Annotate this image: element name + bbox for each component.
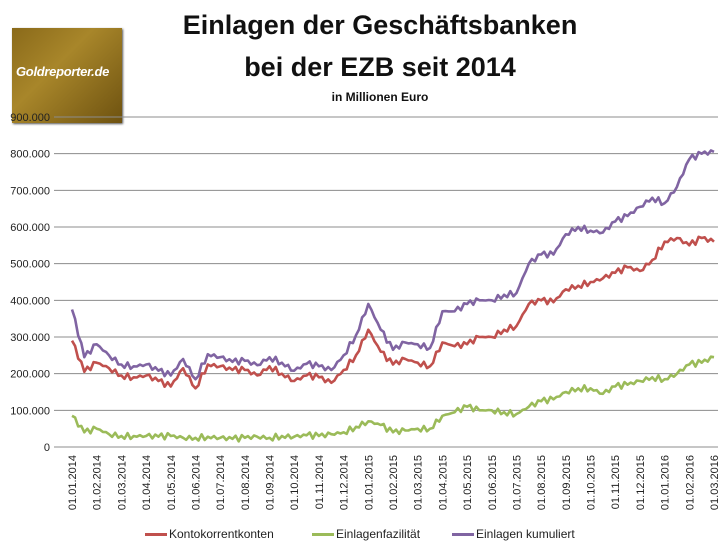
series-line-einlagen-kumuliert xyxy=(70,149,715,381)
legend-label: Einlagen kumuliert xyxy=(476,527,575,541)
x-tick-label: 01.05.2015 xyxy=(462,455,474,510)
legend-label: Einlagenfazilität xyxy=(336,527,421,541)
x-tick-label: 01.05.2014 xyxy=(166,455,178,510)
y-tick-label: 800.000 xyxy=(10,149,50,161)
x-tick-label: 01.08.2014 xyxy=(240,455,252,510)
legend-item-einlagenfazilitaet: Einlagenfazilität xyxy=(312,527,420,541)
x-tick-label: 01.07.2014 xyxy=(215,455,227,510)
legend-swatch xyxy=(312,532,334,536)
legend-label: Kontokorrentkonten xyxy=(169,527,274,541)
x-tick-label: 01.07.2015 xyxy=(511,455,523,510)
chart-title-line: Einlagen der Geschäftsbanken xyxy=(182,10,578,40)
x-tick-label: 01.09.2014 xyxy=(265,455,277,510)
chart-title-line: bei der EZB seit 2014 xyxy=(244,52,516,82)
x-tick-label: 01.02.2014 xyxy=(92,455,104,510)
y-tick-label: 400.000 xyxy=(10,295,50,307)
chart-subtitle: in Millionen Euro xyxy=(331,90,429,104)
x-tick-label: 01.12.2014 xyxy=(339,455,351,510)
x-tick-label: 01.04.2015 xyxy=(437,455,449,510)
x-tick-label: 01.02.2015 xyxy=(388,455,400,510)
legend-item-kontokorrentkonten: Kontokorrentkonten xyxy=(145,527,274,541)
x-tick-label: 01.12.2015 xyxy=(635,455,647,510)
x-tick-label: 01.11.2015 xyxy=(610,455,622,509)
series-line-kontokorrentkonten xyxy=(70,235,715,390)
x-tick-label: 01.06.2014 xyxy=(190,455,202,510)
y-tick-label: 300.000 xyxy=(10,332,50,344)
x-tick-label: 01.09.2015 xyxy=(561,455,573,510)
y-tick-label: 500.000 xyxy=(10,259,50,271)
x-tick-label: 01.03.2016 xyxy=(709,455,721,510)
x-tick-label: 01.10.2015 xyxy=(586,455,598,510)
logo-text: Goldreporter.de xyxy=(16,64,110,79)
y-tick-label: 900.000 xyxy=(10,112,50,124)
series-line-einlagenfazilit-t xyxy=(71,355,715,443)
x-tick-label: 01.11.2014 xyxy=(314,455,326,509)
x-tick-label: 01.04.2014 xyxy=(141,455,153,510)
x-tick-label: 01.06.2015 xyxy=(487,455,499,510)
legend-swatch xyxy=(145,532,167,536)
legend-swatch xyxy=(452,532,474,536)
x-tick-label: 01.03.2015 xyxy=(413,455,425,510)
legend-item-einlagen-kumuliert: Einlagen kumuliert xyxy=(452,527,575,541)
y-tick-label: 600.000 xyxy=(10,222,50,234)
y-tick-label: 700.000 xyxy=(10,185,50,197)
x-tick-label: 01.02.2016 xyxy=(684,455,696,510)
x-tick-label: 01.01.2015 xyxy=(363,455,375,510)
x-tick-label: 01.01.2014 xyxy=(67,455,79,510)
y-tick-label: 0 xyxy=(44,442,50,454)
x-tick-label: 01.10.2014 xyxy=(289,455,301,510)
x-tick-label: 01.08.2015 xyxy=(536,455,548,510)
y-tick-label: 200.000 xyxy=(10,369,50,381)
y-tick-label: 100.000 xyxy=(10,405,50,417)
x-tick-label: 01.03.2014 xyxy=(116,455,128,510)
x-tick-label: 01.01.2016 xyxy=(660,455,672,510)
goldreporter-logo: Goldreporter.de xyxy=(12,28,122,123)
